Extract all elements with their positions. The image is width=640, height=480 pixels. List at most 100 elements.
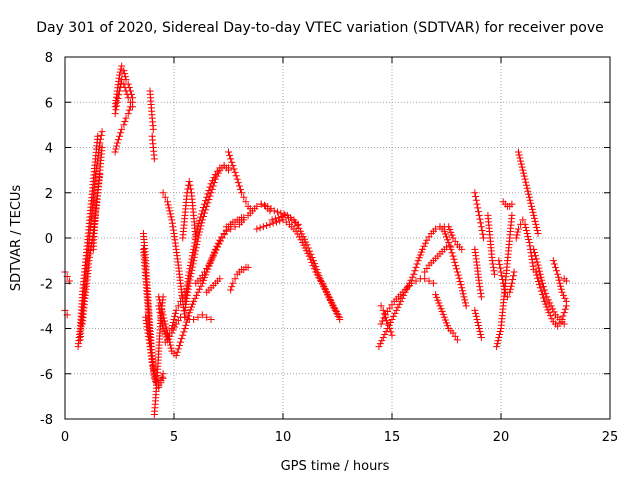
data-point <box>387 318 395 326</box>
data-point <box>480 234 488 242</box>
data-point <box>532 220 540 228</box>
y-tick-label: -2 <box>40 277 53 292</box>
data-point <box>488 257 496 265</box>
series-t40 <box>471 306 485 342</box>
data-point <box>118 125 126 133</box>
data-point <box>421 239 429 247</box>
data-point <box>476 328 484 336</box>
data-point <box>520 169 528 177</box>
data-point <box>557 282 565 290</box>
data-point <box>198 207 206 215</box>
data-point <box>214 243 222 251</box>
series-t33 <box>377 302 396 339</box>
data-point <box>454 271 462 279</box>
data-point <box>120 80 128 88</box>
data-point <box>122 87 130 95</box>
data-point <box>187 258 195 266</box>
data-point <box>506 288 514 296</box>
data-point <box>538 291 546 299</box>
data-point <box>560 320 568 328</box>
data-point <box>559 291 567 299</box>
series-t47 <box>530 245 568 328</box>
data-point <box>210 174 218 182</box>
series-t29 <box>253 216 344 323</box>
data-point <box>508 200 516 208</box>
y-axis-label: SDTVAR / TECUs <box>9 185 24 292</box>
data-point <box>538 279 546 287</box>
data-point <box>556 279 564 287</box>
y-tick-label: 8 <box>45 51 53 66</box>
data-point <box>477 334 485 342</box>
data-point <box>187 261 195 269</box>
data-point <box>177 338 185 346</box>
data-point <box>97 131 105 139</box>
data-point <box>308 258 316 266</box>
data-point <box>194 288 202 296</box>
data-point <box>256 224 264 232</box>
data-point <box>516 154 524 162</box>
data-point <box>144 332 152 340</box>
series-t22 <box>179 177 200 242</box>
data-point <box>535 264 543 272</box>
data-point <box>404 282 412 290</box>
series-t45 <box>514 148 542 237</box>
data-point <box>98 144 106 151</box>
series-t49 <box>549 257 570 305</box>
x-tick-label: 15 <box>384 430 401 445</box>
data-point <box>530 214 538 222</box>
data-point <box>112 145 120 153</box>
data-point <box>333 309 341 317</box>
data-point <box>534 274 542 282</box>
data-point <box>498 272 506 280</box>
data-point <box>334 312 342 320</box>
data-point <box>121 70 129 78</box>
data-point <box>268 216 276 224</box>
data-point <box>144 329 152 337</box>
data-point <box>166 207 174 215</box>
data-point <box>170 315 178 323</box>
data-point <box>407 276 415 284</box>
data-point <box>529 259 537 267</box>
data-point <box>202 197 210 205</box>
data-point <box>309 262 317 270</box>
data-point <box>227 286 235 294</box>
data-point <box>525 239 533 247</box>
data-point <box>165 204 173 212</box>
series-t41 <box>484 211 498 278</box>
data-point <box>512 234 520 242</box>
data-point <box>274 208 282 216</box>
data-point <box>158 373 166 381</box>
data-point <box>86 253 94 261</box>
data-point <box>205 261 213 269</box>
data-point <box>536 267 544 275</box>
series-t25 <box>227 263 252 294</box>
data-point <box>522 226 530 234</box>
x-tick-label: 5 <box>170 430 178 445</box>
data-point <box>489 263 497 271</box>
data-point <box>148 358 156 366</box>
data-point <box>521 175 529 183</box>
data-point <box>458 287 466 295</box>
data-point <box>129 98 137 106</box>
data-point <box>206 258 214 266</box>
data-point <box>508 211 516 219</box>
data-point <box>495 257 503 265</box>
data-point <box>181 313 189 321</box>
data-point <box>526 242 534 250</box>
data-point <box>432 225 440 233</box>
data-point <box>517 160 525 168</box>
data-point <box>114 136 122 144</box>
data-point <box>149 125 157 133</box>
series-t6 <box>89 171 104 253</box>
x-tick-label: 25 <box>602 430 619 445</box>
data-point <box>552 263 559 271</box>
data-point <box>457 281 465 289</box>
data-point <box>558 315 566 323</box>
data-point <box>532 268 540 276</box>
data-point <box>222 223 230 231</box>
data-point <box>473 315 481 323</box>
data-point <box>331 306 339 314</box>
data-point <box>384 320 392 328</box>
y-tick-label: -4 <box>40 323 53 338</box>
